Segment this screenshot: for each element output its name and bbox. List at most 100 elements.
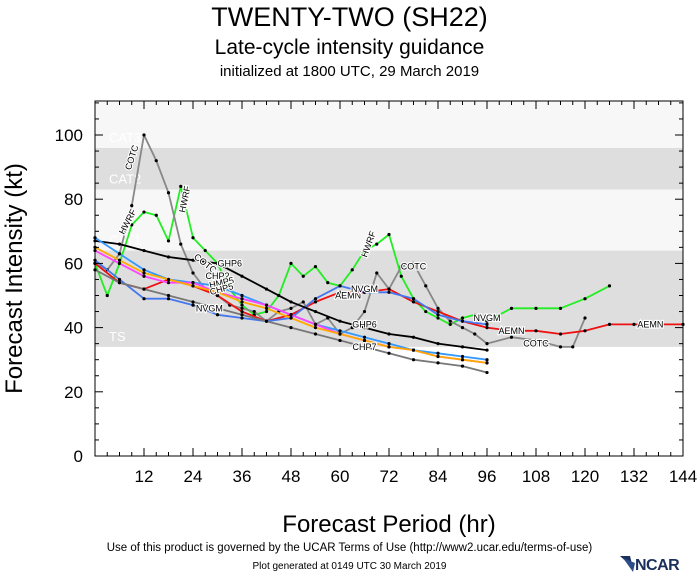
series-point-chp7	[338, 338, 342, 343]
series-point-hmp5	[166, 281, 171, 285]
series-point-ghp6	[240, 274, 244, 278]
series-point-chp5	[411, 348, 416, 352]
y-tick-label: 100	[55, 126, 83, 145]
series-point-ghp6	[166, 255, 171, 259]
series-point-chp2	[142, 268, 146, 272]
series-point-cotc	[301, 300, 305, 304]
series-point-hmp5	[191, 281, 195, 285]
series-point-hwrf	[473, 313, 477, 317]
series-point-chp2	[338, 329, 342, 333]
series-point-chp7	[411, 358, 416, 362]
series-point-aemn	[338, 290, 342, 294]
series-point-hwrf	[399, 274, 403, 278]
series-label-aemn: AEMN	[498, 326, 524, 336]
series-point-chp7	[387, 351, 391, 355]
series-point-hwrf	[607, 284, 612, 288]
series-point-aemn	[558, 332, 563, 336]
series-point-chp7	[166, 293, 171, 298]
series-point-cotc	[130, 204, 134, 208]
series-point-nvgm	[191, 303, 195, 307]
series-point-hwrf	[130, 223, 134, 227]
series-point-nvgm	[411, 297, 416, 301]
series-point-chp7	[313, 332, 318, 336]
series-point-hwrf	[424, 309, 428, 314]
series-point-chp7	[362, 345, 367, 349]
series-point-chp2	[387, 342, 391, 346]
series-point-ghp6	[313, 309, 318, 314]
series-point-chp5	[142, 271, 146, 275]
series-point-chp5	[362, 338, 367, 343]
band-cat2	[95, 147, 683, 190]
series-point-ghp6	[289, 300, 293, 304]
ncar-logo-text: NCAR	[635, 557, 680, 574]
series-point-ghp6	[215, 261, 220, 265]
series-point-hwrf	[460, 316, 465, 320]
series-point-cotc	[571, 345, 575, 349]
series-point-cotc	[142, 133, 146, 137]
series-point-chp5	[166, 277, 171, 282]
x-tick-label: 36	[233, 467, 252, 486]
x-tick-label: 120	[571, 467, 599, 486]
x-tick-label: 84	[429, 467, 448, 486]
series-point-cotc	[252, 309, 256, 314]
series-point-chp5	[313, 326, 318, 330]
series-point-hwrf	[179, 184, 183, 188]
series-point-chp5	[117, 258, 122, 262]
series-point-chp2	[117, 252, 122, 256]
series-label-ghp6: GHP6	[352, 319, 377, 329]
terms-of-use-note: Use of this product is governed by the U…	[106, 542, 593, 554]
chart-title: TWENTY-TWO (SH22)	[211, 2, 488, 32]
series-point-chp7	[215, 306, 220, 310]
y-axis-label: Forecast Intensity (kt)	[1, 163, 28, 394]
band-label-ts: TS	[109, 329, 126, 344]
series-point-hwrf	[534, 306, 538, 310]
series-point-hmp5	[117, 261, 122, 265]
series-point-aemn	[240, 309, 244, 314]
series-point-nvgm	[460, 319, 465, 323]
series-point-cotc	[350, 326, 354, 330]
plot-generated-time: Plot generated at 0149 UTC 30 March 2019	[252, 561, 447, 572]
series-point-hwrf	[203, 248, 207, 253]
series-point-cotc	[411, 261, 416, 265]
series-point-cotc	[509, 335, 514, 339]
series-point-hmp5	[264, 303, 269, 307]
series-point-hmp5	[289, 313, 293, 317]
series-point-hwrf	[375, 242, 379, 246]
series-point-chp2	[436, 351, 440, 355]
series-point-hwrf	[264, 309, 269, 314]
series-point-cotc	[399, 265, 403, 269]
series-point-nvgm	[436, 313, 440, 317]
x-tick-label: 96	[478, 467, 497, 486]
series-point-chp7	[436, 361, 440, 365]
series-point-chp5	[387, 345, 391, 349]
y-tick-label: 40	[64, 319, 83, 338]
series-point-ghp6	[191, 258, 195, 262]
series-point-cotc	[436, 306, 440, 310]
series-point-nvgm	[215, 313, 220, 317]
series-point-hwrf	[191, 236, 195, 240]
series-label-chp2: CHP2	[205, 271, 229, 281]
series-point-chp7	[264, 319, 269, 323]
series-point-cotc	[179, 242, 183, 246]
band-cat1	[95, 189, 683, 251]
series-point-hwrf	[362, 248, 367, 253]
series-point-cotc	[473, 332, 477, 336]
series-point-chp7	[117, 281, 122, 285]
band-label-cat2: CAT2	[109, 172, 141, 187]
y-tick-label: 0	[74, 447, 83, 466]
x-tick-label: 108	[522, 467, 550, 486]
series-point-nvgm	[166, 297, 171, 301]
series-point-hwrf	[326, 281, 330, 285]
series-point-aemn	[509, 329, 514, 333]
series-point-nvgm	[338, 284, 342, 288]
initialization-time: initialized at 1800 UTC, 29 March 2019	[219, 63, 480, 80]
series-point-aemn	[534, 329, 538, 333]
y-tick-label: 80	[64, 190, 83, 209]
series-point-cotc	[154, 159, 158, 163]
series-point-chp5	[338, 332, 342, 336]
series-point-cotc	[558, 345, 563, 349]
chart-axes: 12 24 36 48 60 72 84 96 108 120 132 144 0 20 40 60 80 100…	[1, 100, 697, 538]
x-axis-label: Forecast Period (hr)	[282, 511, 495, 538]
series-point-ghp6	[117, 242, 122, 246]
